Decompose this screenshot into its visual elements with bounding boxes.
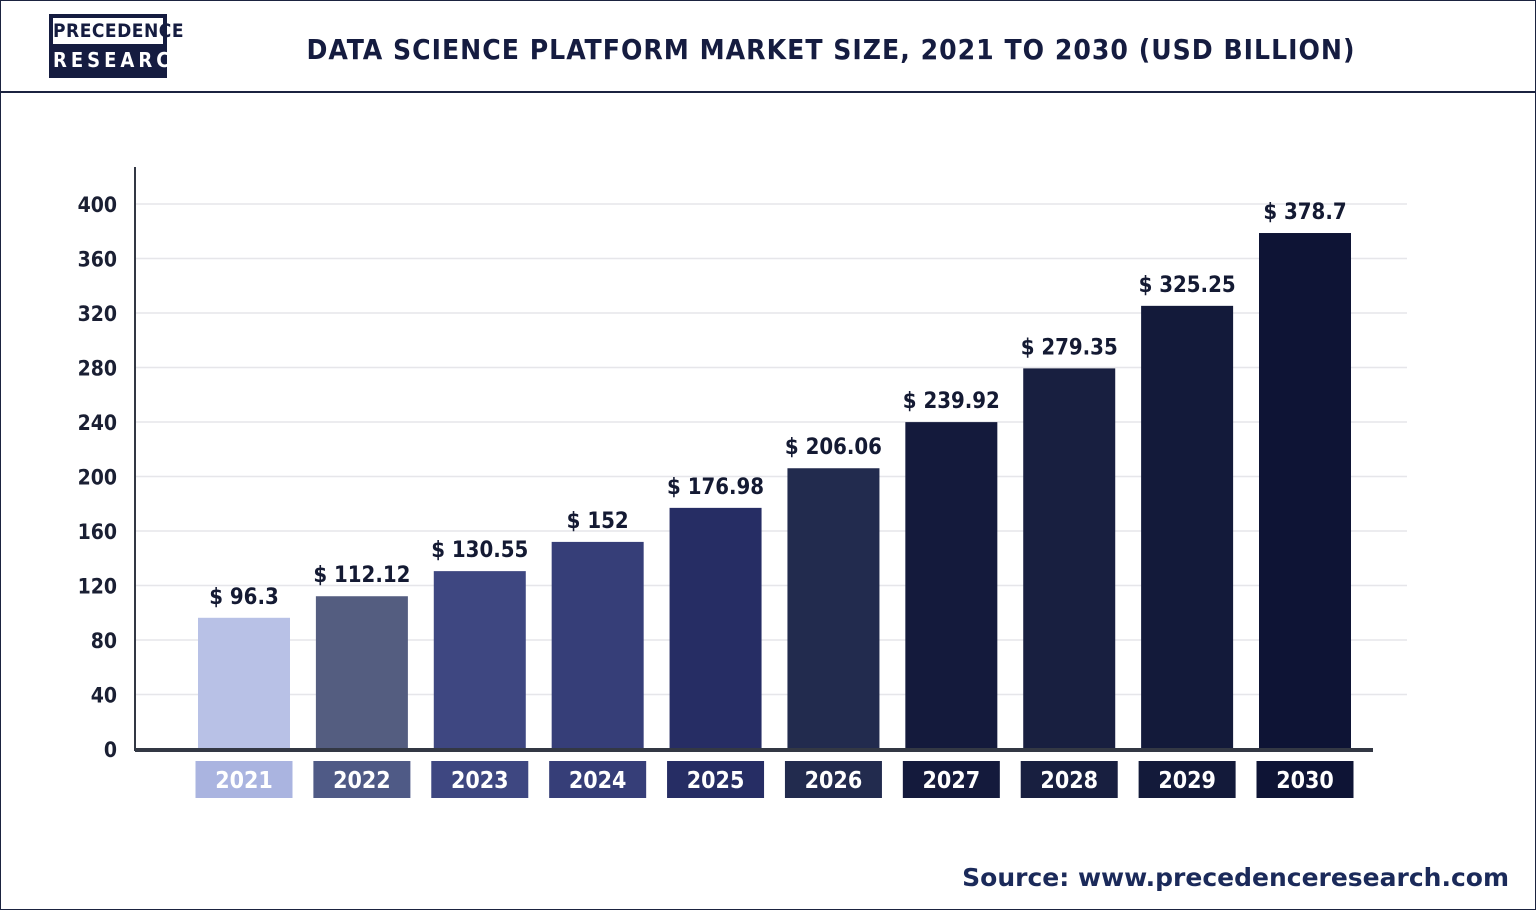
bar-2026 bbox=[787, 468, 880, 749]
y-tick-label: 120 bbox=[78, 575, 117, 599]
bar-2022 bbox=[315, 596, 408, 749]
category-label-2022: 2022 bbox=[333, 768, 391, 794]
category-box-2025 bbox=[667, 761, 765, 798]
value-label-2021: $ 96.3 bbox=[209, 585, 279, 610]
category-box-2029 bbox=[1138, 761, 1236, 798]
y-tick-label: 240 bbox=[78, 411, 117, 435]
logo-line-1: PRECEDENCE bbox=[53, 18, 184, 44]
bar-2021 bbox=[198, 617, 290, 749]
category-label-2025: 2025 bbox=[687, 768, 745, 794]
bar-2030 bbox=[1259, 233, 1351, 750]
bars bbox=[198, 233, 1351, 750]
category-label-2024: 2024 bbox=[569, 768, 627, 794]
bar-2027 bbox=[905, 422, 998, 749]
category-label-2029: 2029 bbox=[1158, 768, 1216, 794]
axes bbox=[134, 167, 1373, 752]
bar-2029 bbox=[1141, 305, 1234, 749]
header: PRECEDENCE RESEARCH DATA SCIENCE PLATFOR… bbox=[1, 1, 1535, 93]
y-tick-label: 280 bbox=[78, 357, 117, 381]
chart-title: DATA SCIENCE PLATFORM MARKET SIZE, 2021 … bbox=[306, 33, 1356, 66]
value-label-2028: $ 279.35 bbox=[1021, 335, 1118, 360]
category-label-2021: 2021 bbox=[215, 768, 273, 794]
category-box-2023 bbox=[431, 761, 529, 798]
category-box-2021 bbox=[195, 761, 293, 798]
bar-2024 bbox=[551, 541, 644, 749]
x-axis-category-labels: 2021 2022 2023 2024 2025 2026 2027 2028 2029 2030 bbox=[195, 761, 1354, 798]
y-tick-label: 80 bbox=[91, 629, 117, 653]
value-labels: $ 96.3 $ 112.12 $ 130.55 $ 152 $ 176.98 $ 206… bbox=[209, 200, 1346, 610]
y-tick-label: 360 bbox=[78, 248, 117, 272]
bar-2028 bbox=[1023, 368, 1116, 749]
category-box-2030 bbox=[1256, 761, 1354, 798]
category-label-2030: 2030 bbox=[1276, 768, 1334, 794]
category-box-2022 bbox=[313, 761, 411, 798]
category-label-2023: 2023 bbox=[451, 768, 509, 794]
bar-2023 bbox=[433, 571, 526, 749]
value-label-2029: $ 325.25 bbox=[1139, 273, 1236, 298]
value-label-2026: $ 206.06 bbox=[785, 435, 882, 460]
y-axis-tick-labels: 0 40 80 120 160 200 240 280 320 360 400 bbox=[78, 193, 117, 762]
category-box-2024 bbox=[549, 761, 647, 798]
value-label-2027: $ 239.92 bbox=[903, 389, 1000, 414]
source-text: Source: www.precedenceresearch.com bbox=[962, 863, 1509, 892]
category-box-2028 bbox=[1020, 761, 1118, 798]
bar-2025 bbox=[669, 507, 762, 749]
y-tick-label: 160 bbox=[78, 520, 117, 544]
y-tick-label: 200 bbox=[78, 466, 117, 490]
y-tick-label: 320 bbox=[78, 302, 117, 326]
category-box-2026 bbox=[784, 761, 882, 798]
value-label-2022: $ 112.12 bbox=[313, 563, 410, 588]
category-label-2028: 2028 bbox=[1040, 768, 1098, 794]
category-box-2027 bbox=[902, 761, 1000, 798]
value-label-2025: $ 176.98 bbox=[667, 475, 764, 500]
value-label-2024: $ 152 bbox=[567, 509, 629, 534]
y-tick-label: 40 bbox=[91, 684, 117, 708]
precedence-research-logo: PRECEDENCE RESEARCH bbox=[49, 14, 188, 78]
y-tick-label: 400 bbox=[78, 193, 117, 217]
value-label-2023: $ 130.55 bbox=[431, 538, 528, 563]
bar-chart: 0 40 80 120 160 200 240 280 320 360 400 $ 96.3 $ 11… bbox=[78, 167, 1407, 798]
category-label-2027: 2027 bbox=[923, 768, 981, 794]
category-label-2026: 2026 bbox=[805, 768, 863, 794]
value-label-2030: $ 378.7 bbox=[1263, 200, 1346, 225]
y-tick-label: 0 bbox=[104, 738, 117, 762]
